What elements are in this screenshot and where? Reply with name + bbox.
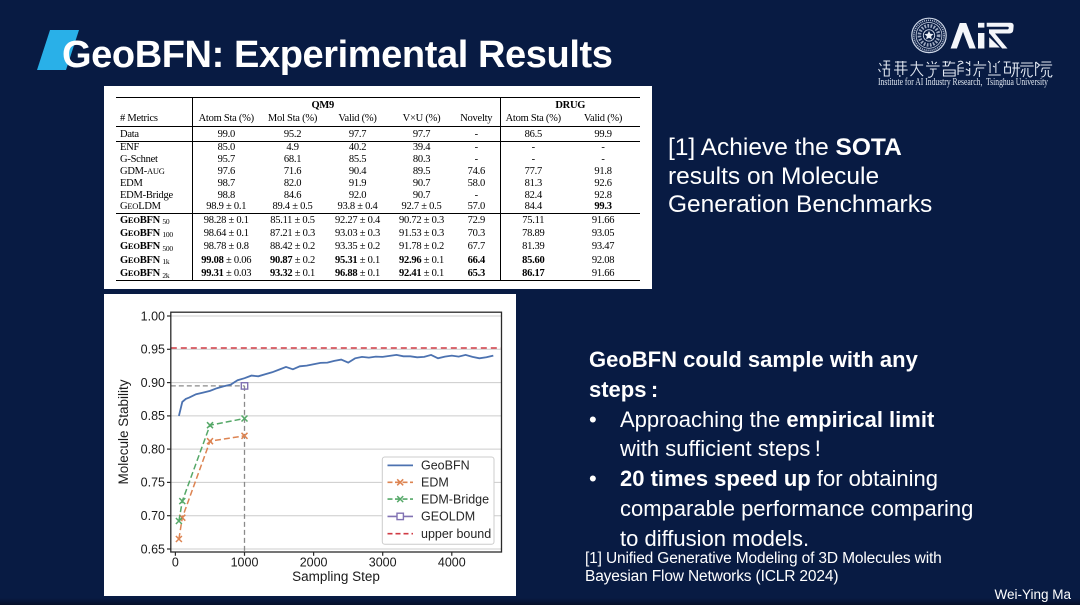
svg-text:4000: 4000 xyxy=(438,556,466,570)
svg-text:1000: 1000 xyxy=(231,556,259,570)
svg-text:0.65: 0.65 xyxy=(141,542,165,556)
svg-text:Institute for AI Industry Rese: Institute for AI Industry Research, Tsin… xyxy=(878,77,1048,88)
svg-text:EDM-Bridge: EDM-Bridge xyxy=(421,492,489,506)
svg-text:0.95: 0.95 xyxy=(141,343,165,357)
svg-text:Sampling Step: Sampling Step xyxy=(292,569,380,584)
svg-text:0.85: 0.85 xyxy=(141,409,165,423)
svg-text:0.70: 0.70 xyxy=(141,509,165,523)
svg-text:EDM: EDM xyxy=(421,476,449,490)
svg-text:3000: 3000 xyxy=(369,556,397,570)
svg-text:0.75: 0.75 xyxy=(141,476,165,490)
svg-text:GEOLDM: GEOLDM xyxy=(421,510,475,524)
svg-text:2000: 2000 xyxy=(300,556,328,570)
svg-text:1.00: 1.00 xyxy=(141,309,165,323)
svg-text:0.90: 0.90 xyxy=(141,376,165,390)
svg-text:upper bound: upper bound xyxy=(421,527,491,541)
svg-text:0.80: 0.80 xyxy=(141,442,165,456)
svg-text:GeoBFN: GeoBFN xyxy=(421,459,470,473)
svg-text:Molecule Stability: Molecule Stability xyxy=(116,379,131,484)
svg-text:0: 0 xyxy=(172,556,179,570)
